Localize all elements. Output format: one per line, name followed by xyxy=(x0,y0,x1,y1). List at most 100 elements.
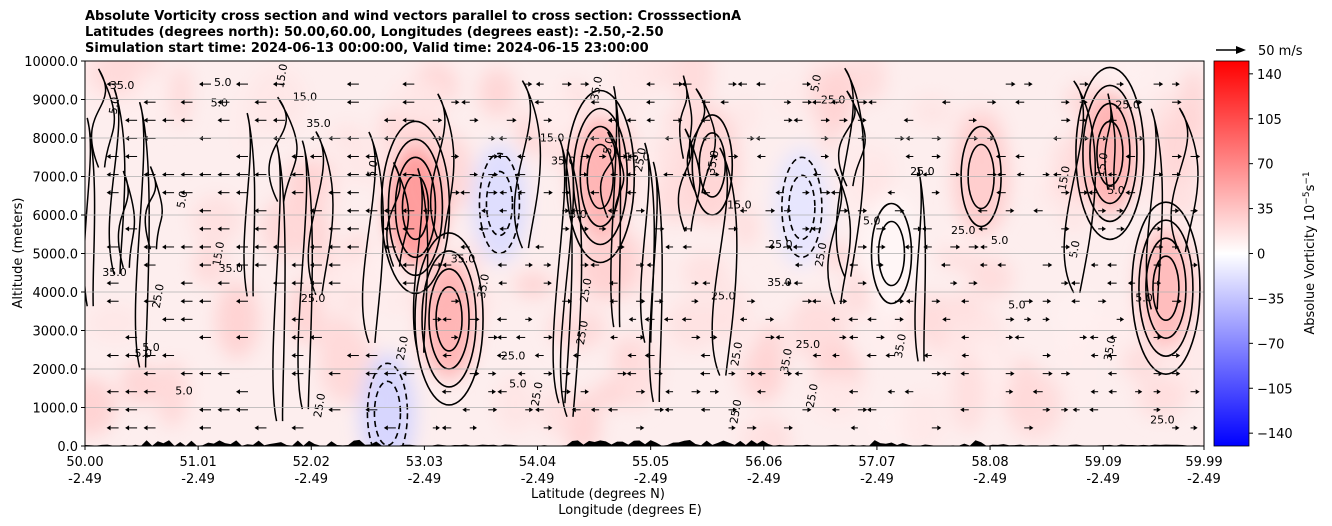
wind-vector-head xyxy=(974,244,979,250)
wind-vector-head xyxy=(881,244,886,250)
wind-vector-head xyxy=(235,298,240,304)
quiver-key-label: 50 m/s xyxy=(1258,44,1303,59)
wind-vector-head xyxy=(1176,172,1181,178)
wind-vector-head xyxy=(623,153,628,159)
wind-vector-head xyxy=(812,353,817,359)
wind-vector-head xyxy=(646,117,651,123)
wind-vector-head xyxy=(1125,190,1130,196)
contour-line xyxy=(677,128,701,232)
wind-vector-head xyxy=(863,208,868,214)
wind-vector-head xyxy=(609,280,614,286)
wind-vector-head xyxy=(646,99,651,105)
wind-vector-head xyxy=(646,262,651,268)
wind-vector-head xyxy=(1082,117,1087,123)
contour-line xyxy=(485,170,514,237)
wind-vector-head xyxy=(1175,244,1180,250)
quiver-key: 50 m/s xyxy=(1216,44,1303,59)
contour-line xyxy=(1145,237,1187,339)
wind-vector-head xyxy=(844,208,849,214)
wind-vector-head xyxy=(626,371,631,377)
contour-lines xyxy=(85,66,1201,446)
vorticity-patch xyxy=(941,299,977,346)
wind-vector-head xyxy=(106,389,111,395)
wind-vector-head xyxy=(980,244,985,250)
wind-vector-head xyxy=(1195,389,1200,395)
colorbar-tick-label: 35 xyxy=(1257,203,1274,218)
contour-label: 35.0 xyxy=(551,155,576,168)
wind-vector-head xyxy=(812,172,817,178)
wind-vector-head xyxy=(905,153,910,159)
terrain-profile xyxy=(85,439,1204,446)
wind-vector-head xyxy=(658,371,663,377)
wind-vector-head xyxy=(960,407,965,413)
wind-vector-head xyxy=(751,298,756,304)
wind-vector-head xyxy=(180,99,185,105)
colorbar-tick-label: 70 xyxy=(1257,158,1274,173)
wind-vector-head xyxy=(887,190,892,196)
plot-area: 15.035.035.05.025.025.015.05.025.05.015.… xyxy=(84,60,1205,447)
wind-vector-head xyxy=(583,172,588,178)
wind-vector-head xyxy=(106,425,111,431)
contour-line xyxy=(144,166,163,250)
wind-vector-head xyxy=(771,208,776,214)
wind-vector-head xyxy=(715,172,720,178)
wind-vector-head xyxy=(620,244,625,250)
wind-vector-head xyxy=(681,316,686,322)
wind-vector-head xyxy=(441,425,446,431)
wind-vector-head xyxy=(548,425,553,431)
wind-vector-head xyxy=(960,371,965,377)
wind-vector-head xyxy=(739,316,744,322)
wind-vector-head xyxy=(437,316,442,322)
wind-vector-head xyxy=(309,262,314,268)
y-axis-label: Altitude (meters) xyxy=(11,198,26,309)
wind-vector-head xyxy=(849,334,854,340)
wind-vector-head xyxy=(309,208,314,214)
wind-vector-head xyxy=(217,226,222,232)
vorticity-patch xyxy=(925,293,950,354)
wind-vector-head xyxy=(1138,99,1143,105)
wind-vector-head xyxy=(517,153,522,159)
wind-vector-head xyxy=(713,153,718,159)
wind-vector-head xyxy=(1014,334,1019,340)
wind-vector-head xyxy=(442,262,447,268)
wind-vector-head xyxy=(1064,407,1069,413)
wind-vector-head xyxy=(622,371,627,377)
wind-vector-head xyxy=(831,316,836,322)
wind-vector-head xyxy=(572,353,577,359)
wind-vector-head xyxy=(493,334,498,340)
wind-vector-head xyxy=(702,280,707,286)
contour-label: 5.0 xyxy=(106,96,122,115)
y-tick-label: 3000.0 xyxy=(33,325,79,340)
wind-vector-head xyxy=(528,262,533,268)
x-axis-label-latitude: Latitude (degrees N) xyxy=(531,487,665,502)
wind-vector-head xyxy=(125,425,130,431)
wind-vector-head xyxy=(106,407,111,413)
x-tick-label-longitude: -2.49 xyxy=(181,472,215,487)
contour-line xyxy=(90,68,116,168)
wind-vector-head xyxy=(106,244,111,250)
wind-vector-head xyxy=(199,244,204,250)
wind-vector-head xyxy=(454,334,459,340)
wind-vector-head xyxy=(1196,153,1201,159)
wind-vector-head xyxy=(885,353,890,359)
contour-line xyxy=(1145,108,1164,310)
contour-line xyxy=(1104,93,1116,190)
wind-vector-head xyxy=(1071,280,1076,286)
wind-vector-head xyxy=(602,153,607,159)
vorticity-patch xyxy=(308,209,332,275)
wind-vector-head xyxy=(1009,389,1014,395)
wind-vector-head xyxy=(346,190,351,196)
wind-vector-head xyxy=(529,407,534,413)
wind-vector-head xyxy=(794,371,799,377)
wind-vector-head xyxy=(1083,334,1088,340)
wind-vector-head xyxy=(494,153,499,159)
vorticity-patch xyxy=(1137,377,1186,419)
wind-vector-head xyxy=(254,226,259,232)
chart-title-line-1: Absolute Vorticity cross section and win… xyxy=(85,9,741,24)
wind-vector-head xyxy=(528,81,533,87)
wind-vector-head xyxy=(422,208,427,214)
wind-vector-head xyxy=(346,244,351,250)
wind-vector-head xyxy=(180,190,185,196)
contour-line xyxy=(711,147,738,376)
wind-vector-head xyxy=(143,298,148,304)
